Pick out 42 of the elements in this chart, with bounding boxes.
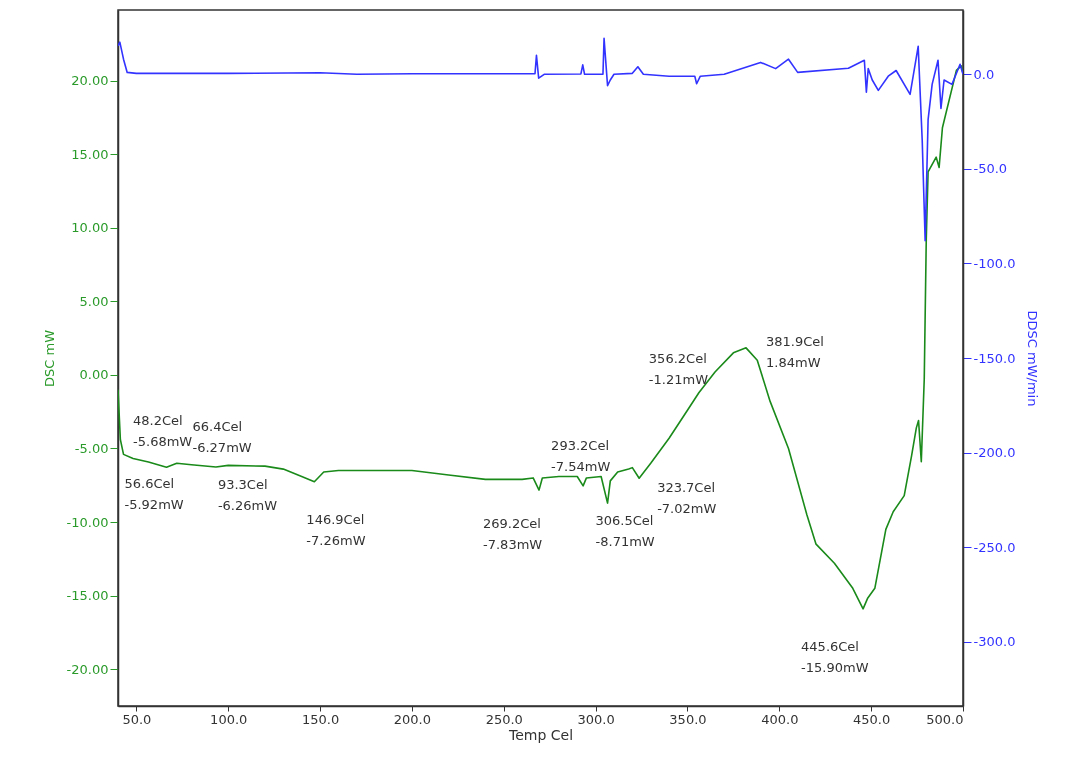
x-tick-label: 150.0 xyxy=(301,711,340,727)
y-tick-label: -10.00 xyxy=(66,514,109,530)
y2-tick-label: -300.0 xyxy=(973,634,1016,650)
annotation: 146.9Cel -7.26mW xyxy=(306,511,366,548)
x-tick-label: 400.0 xyxy=(761,711,799,727)
annotation: 269.2Cel -7.83mW xyxy=(483,516,543,553)
y-tick-label: 20.00 xyxy=(71,73,109,89)
x-tick-label: 200.0 xyxy=(393,711,432,727)
annotation: 56.6Cel -5.92mW xyxy=(124,476,184,513)
y-tick-label: -20.00 xyxy=(66,661,109,677)
y2-tick-label: 0.0 xyxy=(973,66,995,82)
y-tick-label: 15.00 xyxy=(71,146,109,162)
annotation: 381.9Cel 1.84mW xyxy=(766,333,824,370)
y-tick-label: -15.00 xyxy=(66,588,109,604)
y2-tick-label: -100.0 xyxy=(973,255,1016,271)
annotation: 306.5Cel -8.71mW xyxy=(595,513,655,550)
y2-axis-title: DDSC mW/min xyxy=(1025,310,1041,407)
x-tick-label: 250.0 xyxy=(485,711,523,727)
annotation: 293.2Cel -7.54mW xyxy=(551,437,611,474)
line-series xyxy=(118,65,963,610)
annotation: 445.6Cel -15.90mW xyxy=(801,638,869,675)
y-axis-title: DSC mW xyxy=(41,329,57,387)
annotation: 93.3Cel -6.26mW xyxy=(217,477,278,514)
y2-tick-label: -150.0 xyxy=(973,350,1016,366)
annotation: 356.2Cel -1.21mW xyxy=(648,350,709,387)
x-tick-label: 350.0 xyxy=(669,711,707,727)
y-tick-label: -5.00 xyxy=(74,440,109,456)
x-tick-label: 50.0 xyxy=(122,711,152,727)
y2-tick-label: -200.0 xyxy=(973,445,1016,461)
x-tick-label: 450.0 xyxy=(853,711,891,727)
y2-tick-label: -250.0 xyxy=(973,539,1016,555)
x-tick-label: 300.0 xyxy=(577,711,615,727)
y-tick-label: 5.00 xyxy=(79,293,109,309)
y-tick-label: 0.00 xyxy=(79,367,109,383)
x-tick-label: 500.0 xyxy=(926,711,964,727)
y-tick-label: 10.00 xyxy=(71,220,109,236)
x-axis-title: Temp Cel xyxy=(507,726,574,743)
annotation: 323.7Cel -7.02mW xyxy=(657,480,717,517)
annotation: 48.2Cel -5.68mW xyxy=(133,412,193,449)
x-tick-label: 100.0 xyxy=(210,711,248,727)
annotation: 66.4Cel -6.27mW xyxy=(192,419,252,456)
y2-tick-label: -50.0 xyxy=(973,161,1008,177)
